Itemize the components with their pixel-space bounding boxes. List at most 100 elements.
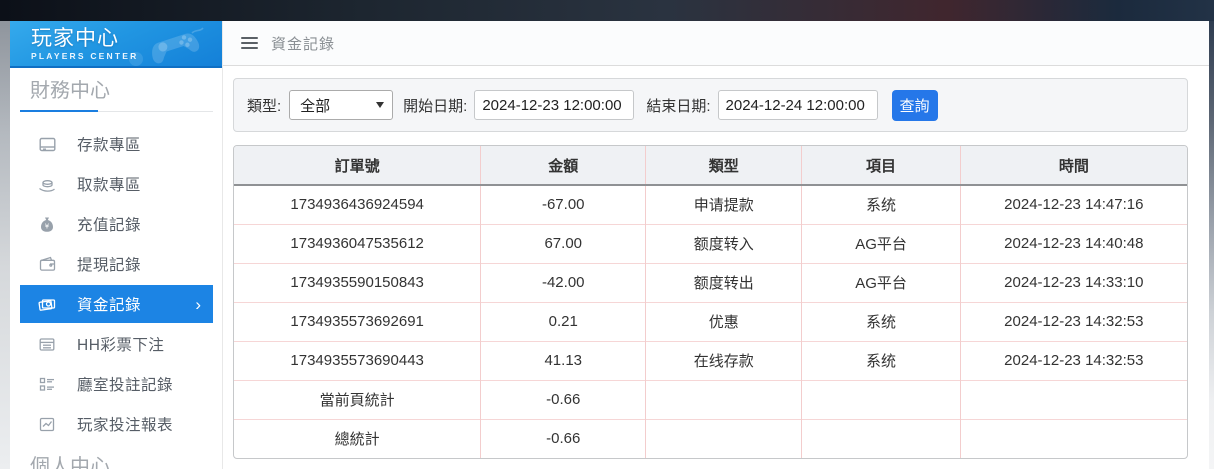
- table-body: 1734936436924594 -67.00 申请提款 系统 2024-12-23 1…: [234, 185, 1187, 458]
- sidebar-item-label: 玩家投注報表: [77, 417, 174, 434]
- search-button[interactable]: 查詢: [891, 89, 938, 121]
- table-cell: 1734935573690443: [234, 340, 481, 380]
- lottery-ticket-icon: [38, 335, 56, 353]
- sidebar-nav: 存款專區 取款專區 ¥ 充值記錄 提現記錄 資金記錄 › HH彩票下注 廳室投註…: [20, 124, 213, 444]
- table-row: 1734935590150843 -42.00 额度转出 AG平台 2024-12-23…: [234, 262, 1187, 302]
- table-cell: -0.66: [480, 418, 646, 458]
- sidebar-item-5[interactable]: 資金記錄 ›: [20, 285, 213, 323]
- start-date-input[interactable]: [474, 90, 635, 120]
- page-background-top: [0, 0, 1214, 21]
- table-cell: AG平台: [801, 223, 961, 263]
- moneybag-icon: ¥: [38, 215, 56, 233]
- table-cell: [801, 379, 961, 419]
- column-header: 訂單號: [234, 146, 481, 186]
- sidebar: 玩家中心 PLAYERS CENTER 財務中心 存款專區 取款專區 ¥ 充值記…: [10, 21, 222, 469]
- sidebar-item-2[interactable]: 取款專區: [20, 164, 213, 204]
- hamburger-menu-icon[interactable]: [241, 37, 258, 49]
- table-row: 1734935573692691 0.21 优惠 系统 2024-12-23 14:32…: [234, 301, 1187, 341]
- sidebar-item-label: HH彩票下注: [77, 337, 165, 354]
- table-cell: 优惠: [645, 301, 802, 341]
- sidebar-item-7[interactable]: 廳室投註記錄: [20, 364, 213, 404]
- table-cell: 總統計: [234, 418, 481, 458]
- records-table: 訂單號 金額 類型 項目 時間 1734936436924594 -67.00 申请提款 系统…: [234, 146, 1187, 458]
- sidebar-item-label: 廳室投註記錄: [77, 377, 174, 394]
- sidebar-item-1[interactable]: 存款專區: [20, 124, 213, 164]
- page-title: 資金記錄: [271, 35, 336, 53]
- table-cell: 1734935573692691: [234, 301, 481, 341]
- banknotes-icon: [38, 295, 56, 313]
- chevron-right-icon: ›: [195, 294, 201, 314]
- table-cell: [959, 379, 1187, 419]
- type-label: 類型:: [247, 97, 282, 115]
- table-cell: 1734936047535612: [234, 223, 481, 263]
- type-select[interactable]: 全部: [289, 90, 394, 120]
- table-cell: 在线存款: [645, 340, 802, 380]
- table-cell: 當前頁統計: [234, 379, 481, 419]
- table-row: 當前頁統計 -0.66: [234, 379, 1187, 419]
- table-cell: 1734935590150843: [234, 262, 481, 302]
- type-select-value: 全部: [300, 97, 331, 115]
- table-cell: 2024-12-23 14:40:48: [959, 223, 1187, 263]
- gamepad-icon: [146, 25, 208, 66]
- sidebar-item-3[interactable]: ¥ 充值記錄: [20, 204, 213, 244]
- app-title: 玩家中心: [31, 27, 119, 50]
- svg-text:¥: ¥: [45, 222, 50, 230]
- table-row: 總統計 -0.66: [234, 418, 1187, 458]
- table-cell: -67.00: [480, 185, 646, 224]
- table-cell: AG平台: [801, 262, 961, 302]
- table-cell: 41.13: [480, 340, 646, 380]
- section-title-personal: 個人中心: [30, 456, 110, 469]
- report-chart-icon: [38, 415, 56, 433]
- table-cell: 系统: [801, 185, 961, 224]
- sidebar-item-4[interactable]: 提現記錄: [20, 244, 213, 284]
- app-subtitle: PLAYERS CENTER: [31, 51, 139, 61]
- sidebar-item-label: 存款專區: [77, 137, 142, 154]
- table-cell: [645, 418, 802, 458]
- column-header: 時間: [959, 146, 1187, 186]
- table-row: 1734935573690443 41.13 在线存款 系统 2024-12-23 14…: [234, 340, 1187, 380]
- table-cell: [801, 418, 961, 458]
- deposit-window-icon: [38, 135, 56, 153]
- table-cell: 2024-12-23 14:33:10: [959, 262, 1187, 302]
- section-title-finance: 財務中心: [30, 80, 110, 102]
- table-cell: 2024-12-23 14:32:53: [959, 340, 1187, 380]
- topbar: 資金記錄: [223, 21, 1209, 66]
- wallet-icon: [38, 255, 56, 273]
- end-date-input[interactable]: [717, 90, 878, 120]
- table-cell: 2024-12-23 14:32:53: [959, 301, 1187, 341]
- table-cell: 额度转出: [645, 262, 802, 302]
- sidebar-item-label: 提現記錄: [77, 257, 142, 274]
- ball-icon: [128, 51, 144, 66]
- end-date-label: 結束日期:: [646, 97, 711, 115]
- page-background-left: [0, 21, 10, 469]
- table-cell: 1734936436924594: [290, 196, 424, 214]
- start-date-label: 開始日期:: [403, 97, 468, 115]
- sidebar-item-label: 取款專區: [77, 177, 142, 194]
- table-cell: 额度转入: [645, 223, 802, 263]
- table-cell: 0.21: [480, 301, 646, 341]
- column-header: 金額: [480, 146, 646, 186]
- bet-list-icon: [38, 375, 56, 393]
- sidebar-header: 玩家中心 PLAYERS CENTER: [10, 21, 222, 68]
- table-cell: 系统: [801, 340, 961, 380]
- sidebar-item-8[interactable]: 玩家投注報表: [20, 404, 213, 444]
- table-cell: -42.00: [480, 262, 646, 302]
- column-header: 類型: [645, 146, 802, 186]
- records-table-container: 訂單號 金額 類型 項目 時間 1734936436924594 -67.00 申请提款 系统…: [233, 145, 1188, 459]
- table-cell: 申请提款: [645, 185, 802, 224]
- sidebar-item-6[interactable]: HH彩票下注: [20, 324, 213, 364]
- table-cell: [959, 418, 1187, 458]
- table-cell: 2024-12-23 14:47:16: [959, 185, 1187, 224]
- page-background-right: [1209, 21, 1214, 469]
- table-header-row: 訂單號 金額 類型 項目 時間: [234, 146, 1187, 186]
- table-cell: 系统: [801, 301, 961, 341]
- table-cell: 67.00: [480, 223, 646, 263]
- filter-panel: 類型: 全部 開始日期: 結束日期: 查詢: [233, 78, 1188, 132]
- sidebar-item-label: 充值記錄: [77, 217, 142, 234]
- sidebar-item-label: 資金記錄: [77, 297, 142, 314]
- column-header: 項目: [801, 146, 961, 186]
- table-row: 1734936436924594 -67.00 申请提款 系统 2024-12-23 1…: [234, 185, 1187, 224]
- table-cell: [645, 379, 802, 419]
